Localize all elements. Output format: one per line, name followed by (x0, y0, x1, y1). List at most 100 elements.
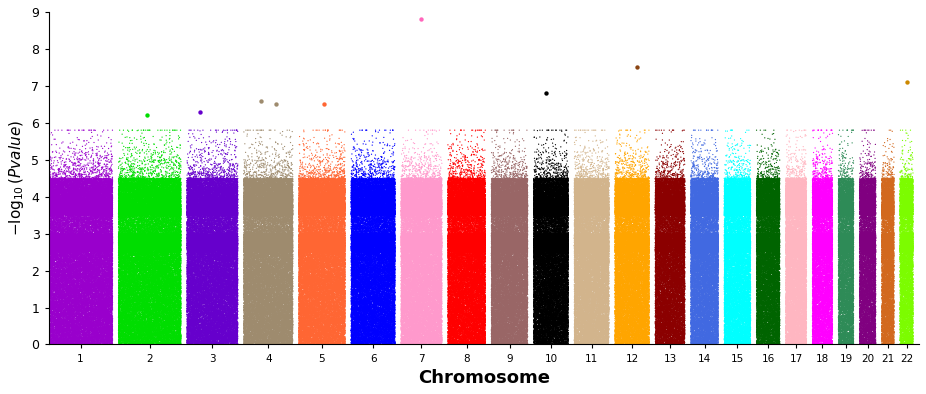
Point (432, 195, 447, 201)
Point (412, 241, 427, 247)
Point (659, 306, 674, 312)
Point (357, 201, 372, 207)
Point (409, 256, 424, 263)
Point (832, 180, 847, 186)
Point (546, 316, 561, 323)
Point (595, 335, 610, 341)
Point (114, 242, 129, 248)
Point (199, 267, 214, 273)
Point (657, 322, 672, 328)
Point (556, 336, 570, 342)
Point (77, 271, 92, 277)
Point (631, 207, 645, 214)
Point (823, 233, 838, 239)
Point (444, 282, 459, 289)
Point (198, 302, 213, 308)
Point (660, 216, 675, 222)
Point (464, 322, 479, 328)
Point (857, 292, 872, 299)
Point (180, 328, 194, 335)
Point (354, 258, 369, 264)
Point (544, 186, 558, 192)
Point (726, 253, 741, 259)
Point (149, 306, 164, 312)
Point (415, 228, 430, 234)
Point (579, 288, 594, 294)
Point (595, 186, 610, 193)
Point (91, 174, 106, 180)
Point (159, 311, 174, 318)
Point (669, 338, 684, 344)
Point (617, 266, 632, 272)
Point (542, 272, 557, 278)
Point (601, 296, 616, 302)
Point (424, 210, 439, 216)
Point (721, 307, 736, 313)
Point (162, 180, 177, 186)
Point (737, 251, 752, 258)
Point (144, 238, 159, 244)
Point (444, 319, 458, 325)
Point (688, 307, 703, 314)
Point (698, 332, 713, 338)
Point (122, 177, 137, 183)
Point (732, 184, 746, 190)
Point (357, 297, 372, 303)
Point (512, 284, 527, 291)
Point (650, 319, 665, 325)
Point (299, 198, 314, 204)
Point (807, 337, 822, 344)
Point (569, 214, 584, 220)
Point (757, 178, 771, 184)
Point (583, 193, 598, 200)
Point (96, 230, 111, 236)
Point (94, 171, 108, 177)
Point (219, 207, 234, 214)
Point (496, 218, 511, 225)
Point (754, 305, 769, 311)
Point (351, 324, 366, 331)
Point (491, 184, 506, 190)
Point (632, 337, 647, 344)
Point (636, 236, 651, 243)
Point (294, 247, 308, 253)
Point (845, 311, 860, 318)
Point (96, 282, 111, 288)
Point (559, 244, 574, 250)
Point (433, 227, 448, 233)
Point (601, 183, 616, 189)
Point (344, 235, 359, 242)
Point (815, 269, 830, 275)
Point (559, 203, 574, 210)
Point (163, 319, 178, 325)
Point (536, 178, 551, 184)
Point (357, 297, 371, 303)
Point (497, 188, 512, 194)
Point (354, 191, 369, 198)
Point (59, 293, 74, 299)
Point (507, 201, 521, 207)
Point (492, 243, 507, 250)
Point (212, 277, 227, 283)
Point (751, 233, 766, 240)
Point (783, 231, 798, 237)
Point (298, 214, 313, 221)
Point (528, 233, 543, 240)
Point (547, 231, 562, 237)
Point (194, 235, 208, 241)
Point (112, 213, 127, 219)
Point (468, 193, 482, 199)
Point (639, 181, 654, 187)
Point (583, 249, 598, 256)
Point (165, 213, 180, 219)
Point (461, 259, 476, 266)
Point (171, 226, 186, 232)
Point (793, 239, 807, 245)
Point (517, 254, 532, 260)
Point (337, 154, 352, 160)
Point (770, 269, 784, 276)
Point (495, 273, 510, 280)
Point (374, 203, 389, 209)
Point (187, 195, 202, 201)
Point (756, 266, 770, 272)
